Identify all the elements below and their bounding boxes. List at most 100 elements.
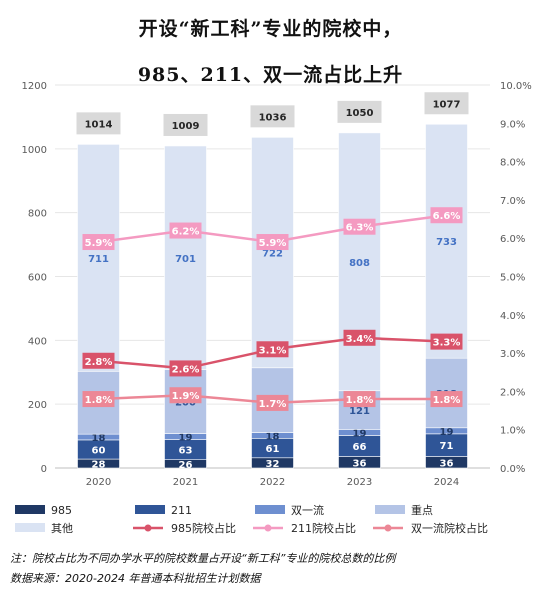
total-label-box <box>337 100 382 123</box>
bar-value-label: 36 <box>353 458 367 469</box>
y-right-tick-label: 4.0% <box>500 311 525 322</box>
y-right-tick-label: 2.0% <box>500 387 525 398</box>
legend-label: 重点 <box>411 503 433 517</box>
bar-value-label: 28 <box>92 460 106 471</box>
legend-label: 其他 <box>51 522 73 535</box>
line-label-box <box>430 391 463 408</box>
line-label-box <box>430 333 463 350</box>
line-label-box <box>343 218 376 235</box>
legend-line-marker <box>384 524 392 532</box>
line-value-label: 5.9% <box>85 238 113 249</box>
legend-label: 985 <box>51 504 72 517</box>
legend-line-marker <box>144 524 152 532</box>
total-value-label: 1014 <box>85 119 113 130</box>
bar-value-label: 36 <box>440 458 454 469</box>
bar-segment <box>425 123 468 359</box>
legend-swatch <box>375 505 405 514</box>
line-label-box <box>343 329 376 346</box>
chart-title-line-2: 985、211、双一流占比上升 <box>137 64 404 86</box>
bar-value-label: 701 <box>175 254 196 265</box>
line-label-box <box>82 352 115 369</box>
bar-segment <box>251 137 294 369</box>
y-right-tick-label: 6.0% <box>500 234 525 245</box>
total-value-label: 1009 <box>172 121 200 132</box>
y-left-tick-label: 0 <box>41 464 47 475</box>
bar-value-label: 18 <box>92 433 106 444</box>
line-value-label: 6.3% <box>346 223 374 234</box>
x-tick-label: 2022 <box>260 477 285 488</box>
line-value-label: 1.9% <box>172 391 200 402</box>
bar-value-label: 26 <box>179 460 193 471</box>
y-left-tick-label: 400 <box>28 336 47 347</box>
line-value-label: 1.8% <box>346 395 374 406</box>
total-value-label: 1050 <box>346 108 374 119</box>
line-label-box <box>82 234 115 251</box>
bar-value-label: 808 <box>349 258 370 269</box>
y-right-tick-label: 7.0% <box>500 196 525 207</box>
legend-swatch <box>135 505 165 514</box>
line-value-label: 1.7% <box>259 399 287 410</box>
legend-label: 985院校占比 <box>171 521 236 535</box>
bar-value-label: 733 <box>436 237 457 248</box>
line-label-box <box>343 391 376 408</box>
bar-value-label: 32 <box>266 459 280 470</box>
line-value-label: 1.8% <box>433 395 461 406</box>
line-label-box <box>169 360 202 377</box>
y-left-tick-label: 1200 <box>22 81 47 92</box>
line-value-label: 1.8% <box>85 395 113 406</box>
total-label-box <box>163 113 208 136</box>
line-value-label: 2.6% <box>172 364 200 375</box>
legend-line-marker <box>264 524 272 532</box>
line-label-box <box>169 387 202 404</box>
y-left-tick-label: 800 <box>28 209 47 220</box>
legend-swatch <box>255 505 285 514</box>
line-label-box <box>256 341 289 358</box>
bar-value-label: 19 <box>353 428 367 439</box>
bar-value-label: 71 <box>440 441 454 452</box>
bar-segment <box>77 144 120 372</box>
legend-swatch <box>15 505 45 514</box>
y-right-tick-label: 5.0% <box>500 273 525 284</box>
bar-segment <box>164 145 207 370</box>
legend-swatch <box>15 523 45 532</box>
footnote: 注：院校占比为不同办学水平的院校数量占开设“新工科”专业的院校总数的比例 <box>10 552 396 565</box>
y-right-tick-label: 9.0% <box>500 119 525 130</box>
line-value-label: 3.1% <box>259 345 287 356</box>
x-tick-label: 2024 <box>434 477 459 488</box>
bar-value-label: 711 <box>88 254 109 265</box>
chart-title-line-1: 开设“新工科”专业的院校中， <box>138 18 403 40</box>
y-right-tick-label: 1.0% <box>500 426 525 437</box>
line-value-label: 3.3% <box>433 338 461 349</box>
bar-value-label: 61 <box>266 444 280 455</box>
line-value-label: 5.9% <box>259 238 287 249</box>
line-value-label: 6.6% <box>433 211 461 222</box>
bar-value-label: 121 <box>349 406 370 417</box>
bar-value-label: 66 <box>353 442 367 453</box>
y-right-tick-label: 8.0% <box>500 158 525 169</box>
bar-value-label: 19 <box>179 433 193 444</box>
x-tick-label: 2020 <box>86 477 111 488</box>
x-tick-label: 2023 <box>347 477 372 488</box>
line-label-box <box>256 394 289 411</box>
y-left-tick-label: 1000 <box>22 145 47 156</box>
total-label-box <box>76 112 121 135</box>
line-label-box <box>82 391 115 408</box>
legend-label: 211院校占比 <box>291 521 356 535</box>
x-tick-label: 2021 <box>173 477 198 488</box>
line-label-box <box>169 222 202 239</box>
y-right-tick-label: 10.0% <box>500 81 532 92</box>
bar-segment <box>338 132 381 392</box>
y-right-tick-label: 0.0% <box>500 464 525 475</box>
y-left-tick-label: 600 <box>28 273 47 284</box>
bar-value-label: 63 <box>179 446 193 457</box>
bar-value-label: 19 <box>440 427 454 438</box>
total-value-label: 1036 <box>259 112 287 123</box>
bar-value-label: 722 <box>262 249 283 260</box>
y-left-tick-label: 200 <box>28 400 47 411</box>
legend-label: 双一流院校占比 <box>411 521 488 535</box>
bar-value-label: 18 <box>266 431 280 442</box>
total-label-box <box>250 105 295 128</box>
data-source: 数据来源：2020-2024 年普通本科批招生计划数据 <box>10 572 261 585</box>
total-value-label: 1077 <box>433 99 461 110</box>
bar-value-label: 60 <box>92 445 106 456</box>
